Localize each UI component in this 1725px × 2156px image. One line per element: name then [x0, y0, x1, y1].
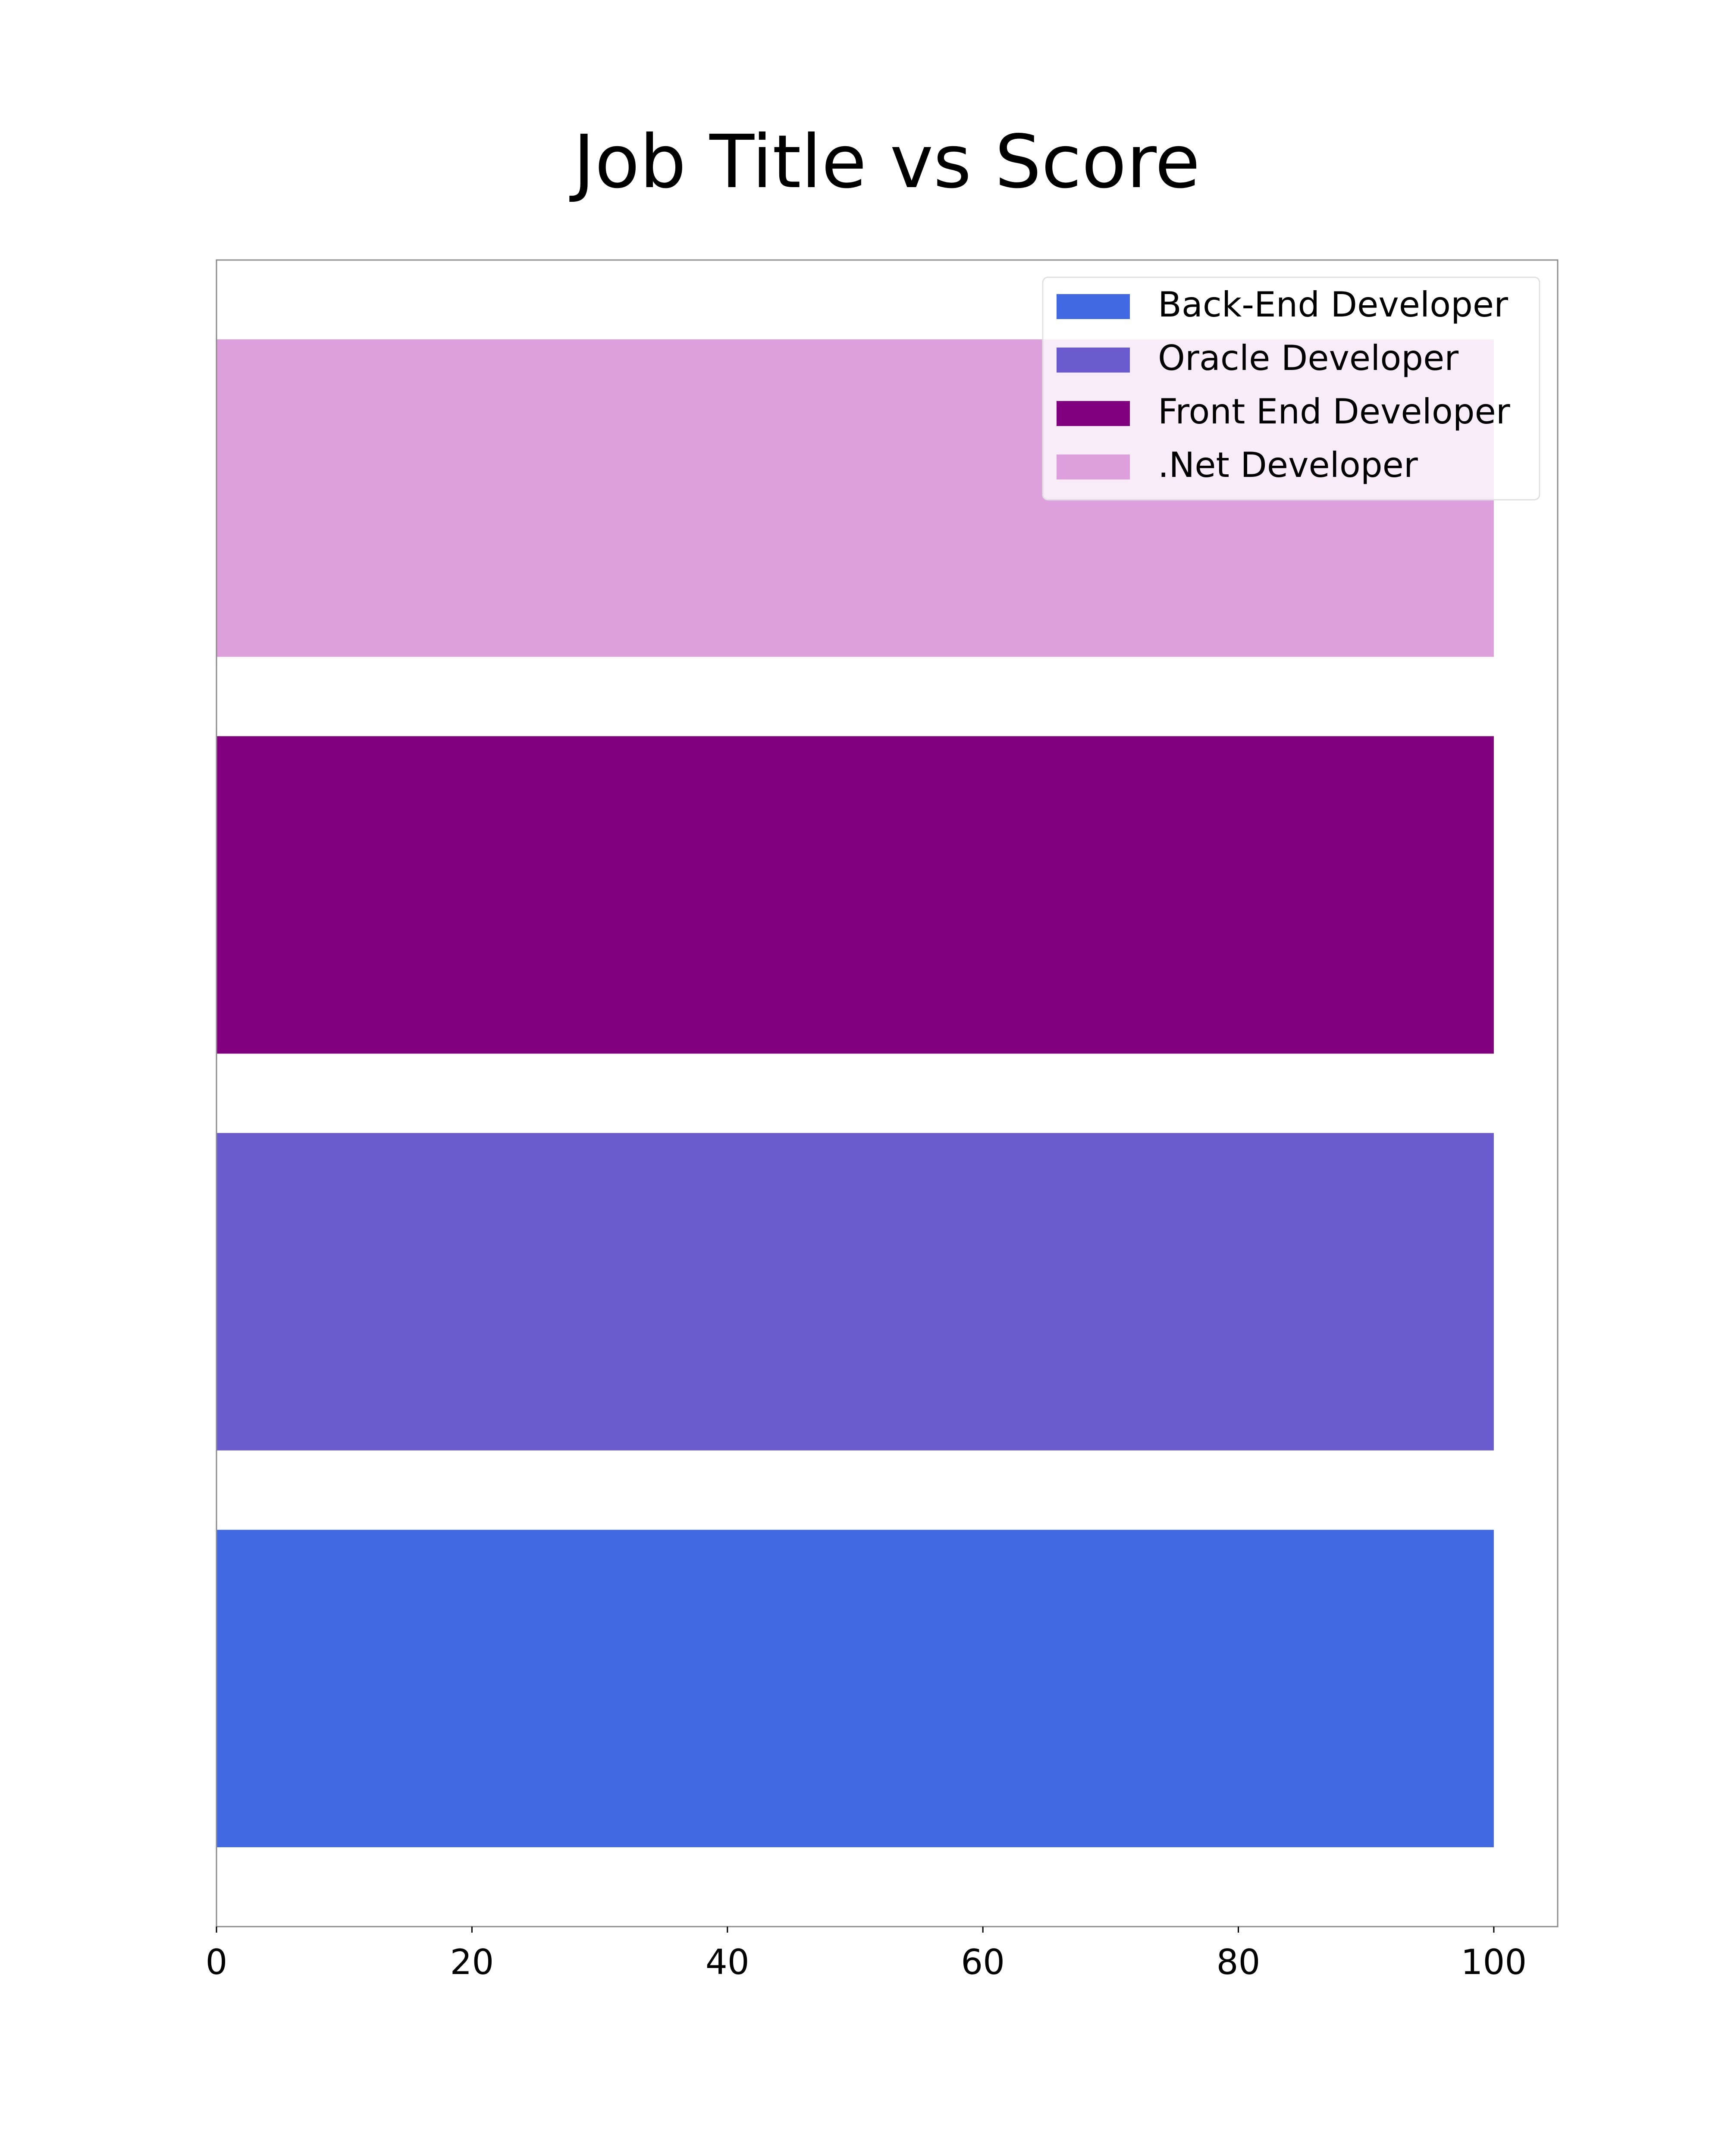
x-tick-label: 80 — [1217, 1942, 1261, 1982]
legend-swatch — [1057, 348, 1130, 373]
legend-swatch — [1057, 294, 1130, 319]
x-tick-label: 100 — [1461, 1942, 1527, 1982]
legend-items: Back-End Developer Oracle Developer Front … — [1057, 285, 1510, 485]
x-tick-label: 0 — [206, 1942, 228, 1982]
axes-frame — [216, 259, 1559, 1927]
legend-swatch — [1057, 454, 1130, 479]
x-tick-label: 20 — [450, 1942, 494, 1982]
bars-group — [216, 339, 1494, 1847]
bar-front-end-developer — [216, 736, 1494, 1054]
x-tick-label: 60 — [961, 1942, 1005, 1982]
legend-label: Front End Developer — [1158, 392, 1510, 432]
legend-box — [1042, 276, 1540, 501]
bar-back-end-developer — [216, 1529, 1494, 1847]
legend: Back-End Developer Oracle Developer Front … — [1042, 276, 1540, 501]
legend-label: Back-End Developer — [1158, 285, 1508, 325]
x-axis-ticks: 0 20 40 60 80 100 — [206, 1927, 1527, 1982]
chart-title: Job Title vs Score — [569, 119, 1200, 205]
legend-label: .Net Developer — [1158, 445, 1418, 485]
legend-swatch — [1057, 401, 1130, 426]
x-tick-label: 40 — [706, 1942, 750, 1982]
bar-oracle-developer — [216, 1133, 1494, 1451]
legend-label: Oracle Developer — [1158, 338, 1458, 378]
